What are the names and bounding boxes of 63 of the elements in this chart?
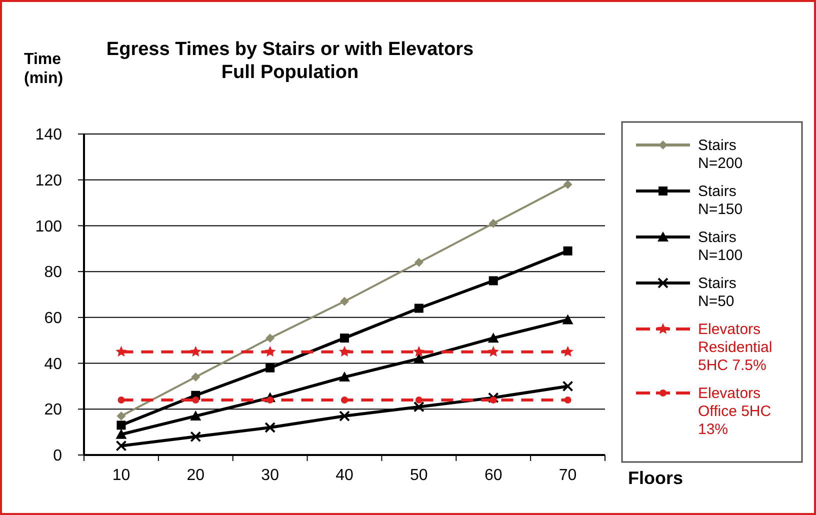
x-axis-title: Floors — [628, 468, 684, 488]
y-tick-label: 120 — [35, 172, 62, 190]
x-tick-label: 10 — [112, 467, 130, 484]
point — [415, 396, 422, 404]
point — [340, 296, 349, 306]
point — [338, 346, 350, 357]
x-tick-label: 40 — [336, 467, 354, 484]
y-tick-label: 140 — [35, 126, 62, 144]
point — [190, 410, 202, 421]
point — [339, 372, 350, 382]
legend-label: Elevators Office 5HC 13% — [698, 385, 772, 438]
x-tick-label: 20 — [186, 467, 205, 484]
legend-label: Stairs N=100 — [698, 229, 743, 264]
point — [190, 346, 202, 357]
legend-label: Stairs N=50 — [698, 275, 736, 310]
point — [488, 218, 498, 228]
point — [116, 420, 126, 430]
point — [341, 396, 348, 404]
point — [488, 332, 499, 343]
point — [562, 346, 574, 357]
point — [414, 304, 424, 313]
legend-label: Stairs N=150 — [698, 183, 743, 218]
chart-title: Egress Times by Stairs or with Elevators Full Population — [106, 39, 474, 83]
point — [264, 422, 276, 433]
point — [118, 396, 125, 404]
point — [413, 401, 424, 412]
x-tick-label: 50 — [410, 467, 428, 484]
point — [116, 412, 126, 421]
point — [488, 276, 498, 286]
point — [562, 314, 574, 324]
y-axis-title: Time (min) — [24, 51, 64, 87]
point — [116, 346, 127, 357]
point — [190, 431, 202, 442]
x-tick-label: 60 — [484, 467, 502, 484]
point — [266, 334, 275, 343]
point — [116, 440, 127, 452]
point — [339, 410, 350, 422]
point — [116, 428, 127, 439]
y-tick-label: 80 — [44, 264, 62, 282]
point — [563, 246, 572, 256]
legend-label: Stairs N=200 — [698, 137, 743, 172]
point — [340, 334, 349, 343]
point — [488, 346, 500, 357]
point — [192, 396, 200, 404]
x-tick-label: 70 — [558, 467, 577, 484]
point — [563, 180, 572, 189]
y-tick-label: 60 — [44, 310, 62, 328]
y-tick-label: 40 — [44, 356, 62, 373]
point — [488, 392, 499, 404]
point — [414, 258, 424, 267]
point — [490, 396, 497, 404]
point — [266, 363, 275, 372]
point — [264, 346, 276, 357]
point — [413, 353, 424, 364]
y-tick-label: 100 — [35, 218, 62, 236]
y-tick-label: 0 — [53, 448, 62, 465]
point — [562, 380, 574, 392]
x-tick-label: 30 — [261, 467, 280, 484]
legend-label: Elevators Residential 5HC 7.5% — [698, 321, 772, 374]
point — [191, 372, 200, 382]
point — [564, 396, 572, 404]
point — [413, 346, 425, 357]
y-tick-label: 20 — [44, 402, 62, 419]
